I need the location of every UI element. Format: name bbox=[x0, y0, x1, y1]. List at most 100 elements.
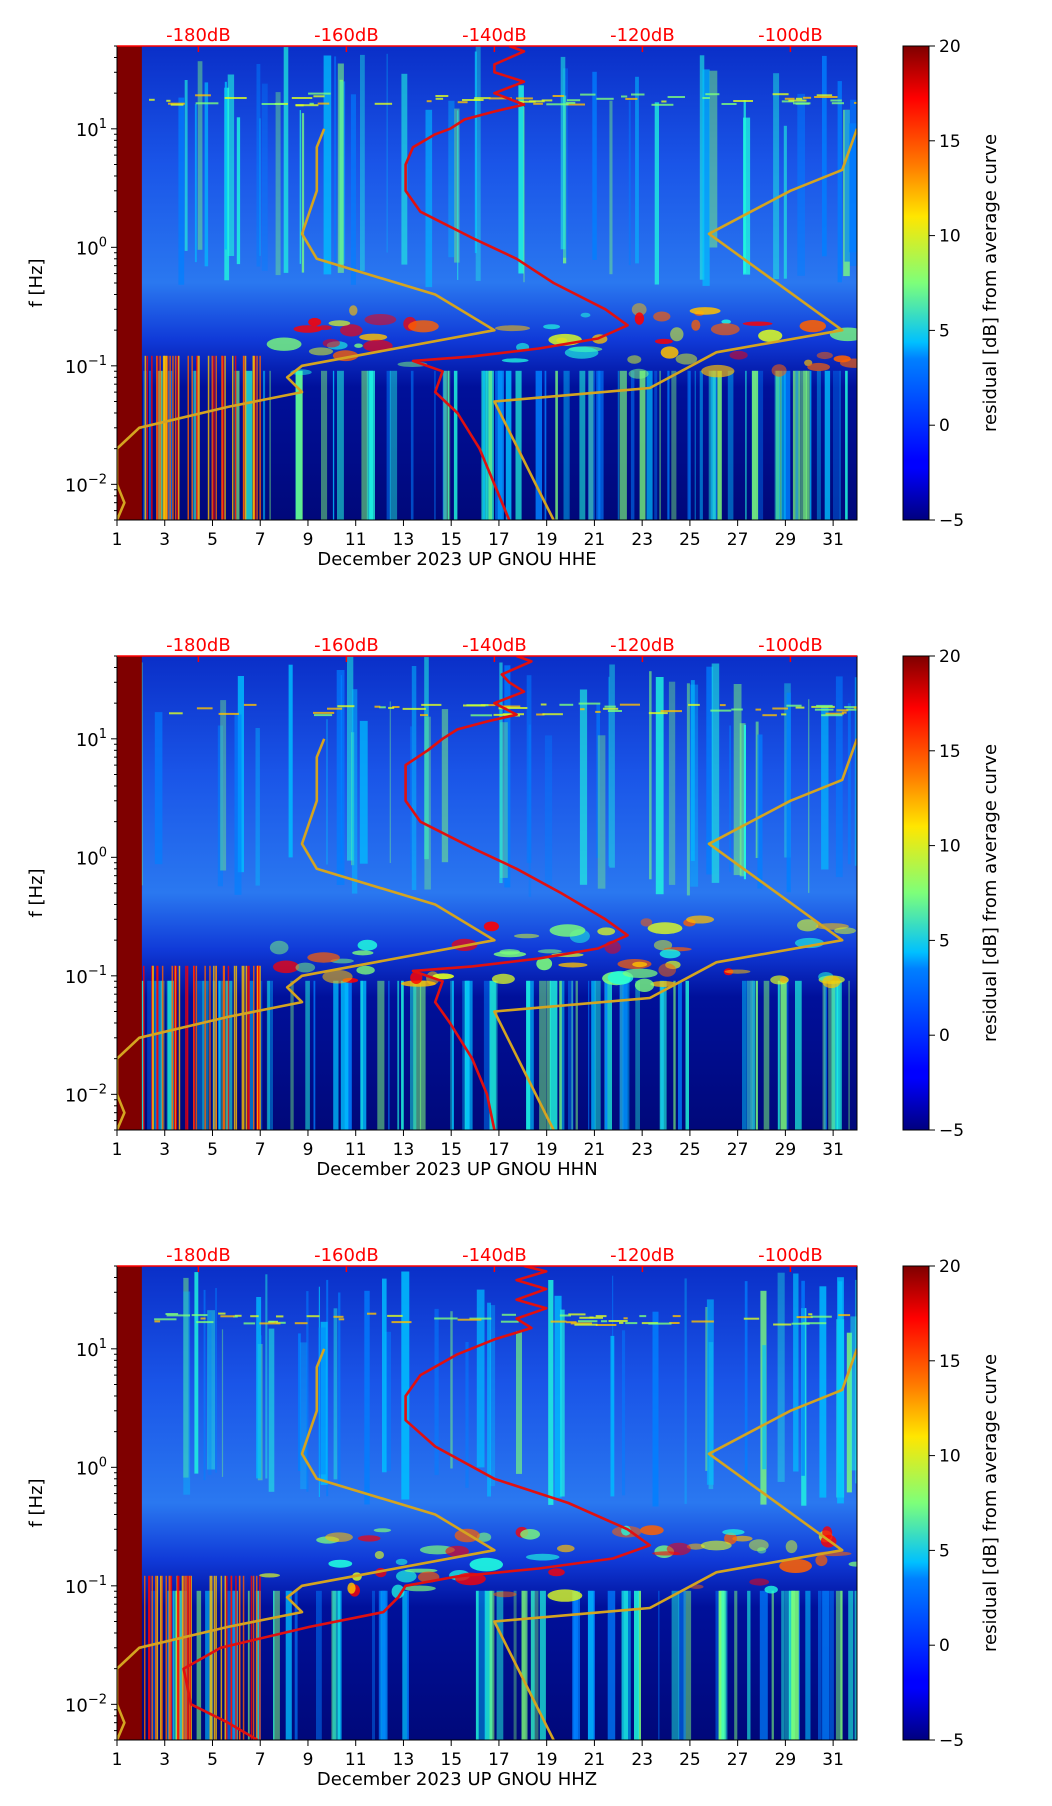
spectrogram-streak bbox=[548, 1280, 554, 1505]
x-tick-label: 29 bbox=[775, 1140, 797, 1160]
spectrogram-band bbox=[568, 1313, 586, 1316]
spectrogram-streak bbox=[777, 1272, 785, 1482]
spectrogram-streak bbox=[397, 980, 400, 1130]
spectrogram-spike bbox=[168, 1575, 170, 1740]
spectrogram-blob bbox=[757, 1547, 767, 1554]
x-tick-label: 13 bbox=[393, 1140, 415, 1160]
spectrogram-band bbox=[604, 705, 616, 708]
spectrogram-spike bbox=[165, 355, 167, 520]
spectrogram-band bbox=[327, 707, 343, 710]
spectrogram-band bbox=[533, 102, 543, 105]
spectrogram-blob bbox=[293, 325, 322, 333]
spectrogram-streak bbox=[288, 664, 293, 858]
spectrogram-streak bbox=[147, 980, 154, 1130]
spectrogram-blob bbox=[364, 314, 397, 326]
colorbar-tick-label: 0 bbox=[939, 1026, 950, 1046]
colorbar-tick-label: 20 bbox=[939, 37, 961, 57]
y-tick-label: 100 bbox=[76, 845, 107, 869]
spectrogram-streak bbox=[549, 980, 558, 1130]
spectrogram-streak bbox=[256, 1297, 262, 1479]
spectrogram-blob bbox=[675, 353, 698, 365]
spectrogram-streak bbox=[150, 1590, 158, 1740]
spectrogram-spike bbox=[220, 1575, 223, 1740]
spectrogram-band bbox=[566, 103, 585, 106]
spectrogram-band bbox=[786, 704, 802, 707]
spectrogram-streak bbox=[505, 370, 512, 520]
x-tick-label: 3 bbox=[159, 1140, 170, 1160]
spectrogram-blob bbox=[352, 950, 374, 956]
spectrogram-band bbox=[781, 100, 795, 103]
spectrogram-blob bbox=[701, 364, 735, 378]
spectrogram-spike bbox=[161, 965, 164, 1130]
spectrogram-streak bbox=[833, 370, 841, 520]
spectrogram-blob bbox=[686, 915, 715, 924]
spectrogram-spike bbox=[224, 1575, 226, 1740]
missing-data-column bbox=[117, 1266, 142, 1740]
spectrogram-streak bbox=[687, 370, 691, 520]
spectrogram-band bbox=[169, 712, 183, 715]
spectrogram-streak bbox=[750, 980, 754, 1130]
spectrogram-streak bbox=[149, 370, 151, 520]
spectrogram-band bbox=[853, 706, 857, 709]
psd-curve bbox=[182, 1266, 652, 1740]
spectrogram-band bbox=[791, 1322, 810, 1325]
spectrogram-band bbox=[516, 97, 533, 100]
colorbar-tick-label: 20 bbox=[939, 647, 961, 667]
spectrogram-spike bbox=[211, 1575, 213, 1740]
spectrogram-blob bbox=[622, 968, 658, 978]
spectrogram-streak bbox=[568, 370, 570, 520]
spectrogram-streak bbox=[360, 54, 365, 271]
spectrogram-streak bbox=[771, 1590, 774, 1740]
x-tick-label: 25 bbox=[679, 530, 701, 550]
top-axis-label: -160dB bbox=[314, 1245, 379, 1266]
spectrogram-blob bbox=[359, 333, 388, 341]
y-axis-label: f [Hz] bbox=[26, 868, 47, 917]
spectrogram-band bbox=[218, 1312, 226, 1315]
colorbar-tick-label: 10 bbox=[939, 837, 961, 857]
spectrogram-streak bbox=[655, 677, 664, 895]
top-axis-label: -140dB bbox=[462, 635, 527, 656]
spectrogram-streak bbox=[194, 104, 197, 263]
top-axis-label: -100dB bbox=[758, 25, 823, 46]
spectrogram-spike bbox=[173, 965, 176, 1130]
spectrogram-streak bbox=[225, 1590, 233, 1740]
spectrogram-blob bbox=[469, 1557, 503, 1572]
spectrogram-band bbox=[387, 1314, 403, 1317]
spectrogram-streak bbox=[654, 370, 658, 520]
spectrogram-streak bbox=[699, 370, 703, 520]
x-tick-label: 13 bbox=[393, 530, 415, 550]
spectrogram-streak bbox=[686, 683, 690, 896]
spectrogram-band bbox=[623, 1317, 628, 1320]
spectrogram-streak bbox=[483, 980, 491, 1130]
spectrogram-spike bbox=[175, 965, 178, 1130]
spectrogram-streak bbox=[757, 370, 764, 520]
spectrogram-spike bbox=[174, 355, 177, 520]
spectrogram-streak bbox=[654, 102, 659, 285]
spectrogram-blob bbox=[395, 1558, 408, 1566]
spectrogram-spike bbox=[238, 1575, 241, 1740]
spectrogram-streak bbox=[197, 980, 205, 1130]
spectrogram-blob bbox=[749, 1578, 770, 1586]
spectrogram-spike bbox=[252, 355, 254, 520]
spectrogram-streak bbox=[218, 980, 221, 1130]
x-tick-label: 3 bbox=[159, 530, 170, 550]
spectrogram-streak bbox=[205, 1590, 213, 1740]
spectrogram-streak bbox=[452, 980, 454, 1130]
spectrogram-streak bbox=[347, 656, 354, 861]
spectrogram-streak bbox=[273, 1590, 280, 1740]
spectrogram-streak bbox=[797, 93, 805, 276]
spectrogram-streak bbox=[194, 1272, 199, 1474]
spectrogram-streak bbox=[221, 1329, 224, 1477]
spectrogram-blob bbox=[822, 975, 841, 989]
spectrogram-streak bbox=[744, 1281, 748, 1481]
spectrogram-streak bbox=[839, 370, 841, 520]
spectrogram-band bbox=[457, 101, 468, 104]
spectrogram-band bbox=[541, 99, 553, 102]
spectrogram-band bbox=[243, 1322, 256, 1325]
colorbar-tick-label: 5 bbox=[939, 321, 950, 341]
spectrogram-band bbox=[546, 103, 569, 106]
spectrogram-blob bbox=[799, 320, 826, 333]
spectrogram-streak bbox=[848, 1590, 854, 1740]
spectrogram-streak bbox=[259, 118, 261, 256]
